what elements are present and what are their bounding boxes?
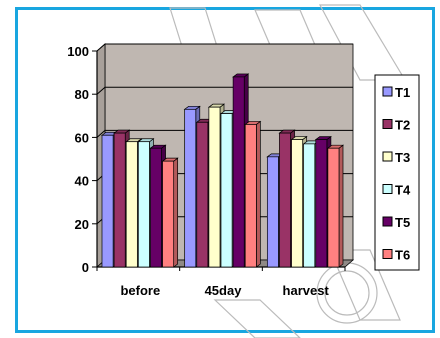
x-category-labels: before 45day harvest [120,283,329,298]
bar-front [315,139,328,268]
legend-swatch-t5 [382,216,393,227]
gridline [96,86,353,95]
legend-swatch-t2 [382,119,393,129]
bar-front [113,132,126,268]
y-tick-label: 20 [75,217,89,232]
y-tick-label: 100 [67,44,89,59]
y-tick-label: 40 [75,174,89,189]
y-tick-label: 0 [82,260,89,275]
legend-label-t2: T2 [395,118,410,133]
bar-t6-harvest [326,144,345,268]
legend-label-t5: T5 [395,215,410,230]
bar-front [208,106,221,268]
bar-front [184,108,197,268]
gridline [96,129,353,138]
bar-front [303,143,316,268]
bar-front [162,160,175,268]
bar-t6-45day [244,120,262,268]
gridline [96,43,353,52]
bar-front [101,134,114,268]
bars [100,73,345,268]
legend-swatch-t4 [382,184,393,194]
bar-front [244,124,257,268]
legend-swatch-t6 [382,249,393,259]
bar-front [291,139,304,268]
bar-side [338,144,344,268]
y-tick-label: 80 [75,87,89,102]
y-tick-label: 60 [75,130,89,145]
y-tick-labels: 0 20 40 60 80 100 [67,44,89,275]
legend-label-t1: T1 [395,85,410,100]
bar-front [266,156,279,268]
bar-front [232,76,245,268]
bar-front [137,141,150,268]
legend-label-t4: T4 [395,183,411,198]
legend: T1 T2 T3 T4 T5 T6 [374,74,420,271]
x-category-label: before [120,283,160,298]
legend-swatch-t3 [382,151,393,162]
bar-front [327,147,340,268]
legend-label-t3: T3 [395,150,410,165]
bar-front [150,147,162,268]
legend-label-t6: T6 [395,248,410,263]
bar-front [125,141,138,268]
bar-front [220,113,233,268]
bar-side [255,120,261,268]
bar-front [196,121,209,268]
bar-side [173,157,179,268]
bar-t6-before [161,157,179,268]
x-category-label: 45day [205,283,243,298]
bar-front [279,132,291,268]
x-category-label: harvest [283,283,330,298]
legend-swatch-t1 [382,86,393,97]
legend-box [374,74,420,271]
